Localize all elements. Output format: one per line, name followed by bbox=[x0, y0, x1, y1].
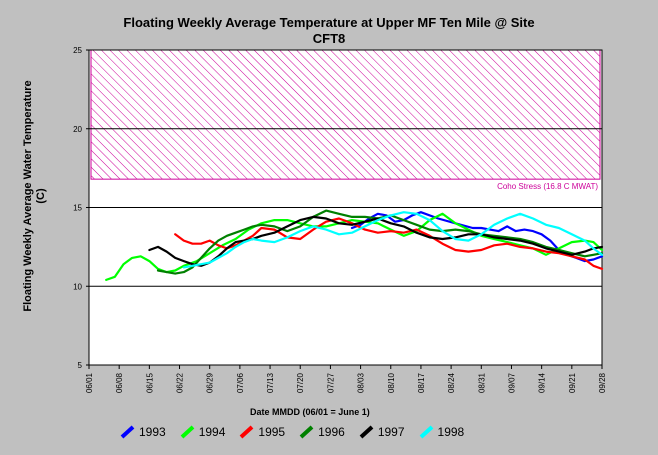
x-tick-label: 06/08 bbox=[115, 372, 124, 393]
x-tick-label: 06/01 bbox=[85, 372, 94, 393]
legend-item-1995: 1995 bbox=[239, 425, 285, 439]
series-line-1998 bbox=[182, 211, 604, 269]
x-tick-label: 08/10 bbox=[387, 372, 396, 393]
threshold-band bbox=[90, 49, 601, 180]
legend-label: 1997 bbox=[377, 425, 405, 439]
x-tick-label: 06/29 bbox=[206, 372, 215, 393]
x-tick-label: 09/14 bbox=[538, 372, 547, 393]
x-tick-label: 08/31 bbox=[477, 372, 486, 393]
legend: 1993 1994 1995 1996 1997 1998 bbox=[120, 425, 478, 439]
y-axis-label: Floating Weekly Average Water Temperatur… bbox=[22, 80, 47, 312]
legend-swatch bbox=[240, 425, 254, 439]
x-tick-label: 08/24 bbox=[447, 372, 456, 393]
y-tick-label: 25 bbox=[73, 46, 82, 55]
legend-swatch bbox=[419, 425, 433, 439]
legend-item-1994: 1994 bbox=[180, 425, 226, 439]
legend-label: 1993 bbox=[139, 425, 166, 439]
x-tick-label: 08/03 bbox=[357, 372, 366, 393]
legend-swatch bbox=[299, 425, 314, 439]
x-tick-label: 07/27 bbox=[326, 372, 335, 393]
x-tick-label: 06/15 bbox=[145, 372, 154, 393]
x-tick-label: 09/21 bbox=[568, 372, 577, 393]
legend-label: 1996 bbox=[318, 425, 345, 439]
legend-item-1993: 1993 bbox=[120, 425, 166, 439]
legend-swatch bbox=[120, 425, 135, 439]
y-tick-label: 20 bbox=[73, 125, 82, 134]
x-tick-label: 09/07 bbox=[507, 372, 516, 393]
legend-item-1996: 1996 bbox=[299, 425, 345, 439]
x-tick-label: 07/20 bbox=[296, 372, 305, 393]
legend-label: 1995 bbox=[258, 425, 286, 439]
legend-item-1998: 1998 bbox=[419, 425, 465, 439]
x-tick-label: 08/17 bbox=[417, 372, 426, 393]
legend-swatch bbox=[180, 425, 195, 439]
legend-label: 1994 bbox=[198, 425, 226, 439]
series-line-1996 bbox=[156, 209, 604, 275]
x-tick-label: 06/22 bbox=[176, 372, 185, 393]
x-tick-label: 07/13 bbox=[266, 372, 275, 393]
y-tick-label: 5 bbox=[78, 361, 83, 370]
legend-item-1997: 1997 bbox=[359, 425, 405, 439]
x-tick-label: 09/28 bbox=[598, 372, 607, 393]
x-axis-label: Date MMDD (06/01 = June 1) bbox=[250, 407, 370, 417]
chart-title-line2: CFT8 bbox=[312, 31, 346, 46]
chart-title-line1: Floating Weekly Average Temperature at U… bbox=[123, 15, 535, 30]
threshold-label: Coho Stress (16.8 C MWAT) bbox=[497, 182, 598, 191]
legend-swatch bbox=[359, 425, 374, 439]
y-tick-label: 15 bbox=[73, 204, 82, 213]
x-tick-label: 07/06 bbox=[236, 372, 245, 393]
y-tick-label: 10 bbox=[73, 282, 82, 291]
legend-label: 1998 bbox=[437, 425, 465, 439]
